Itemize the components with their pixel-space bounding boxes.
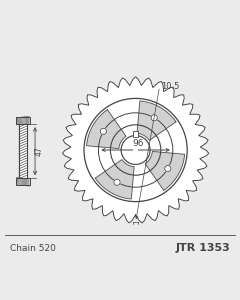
Circle shape — [165, 166, 171, 172]
Circle shape — [121, 136, 150, 164]
Polygon shape — [145, 152, 185, 190]
Text: 10.5: 10.5 — [161, 82, 179, 91]
Circle shape — [114, 179, 120, 185]
Bar — [16, 178, 30, 185]
Text: 47: 47 — [35, 146, 44, 156]
Polygon shape — [137, 101, 176, 140]
Text: Chain 520: Chain 520 — [10, 244, 55, 253]
Polygon shape — [62, 77, 209, 223]
Circle shape — [151, 115, 157, 121]
Circle shape — [100, 128, 107, 134]
Polygon shape — [95, 160, 134, 199]
Polygon shape — [87, 110, 126, 148]
Text: 96: 96 — [132, 139, 144, 148]
Circle shape — [84, 98, 187, 202]
Text: JTR 1353: JTR 1353 — [176, 243, 230, 254]
Bar — [133, 131, 138, 137]
Bar — [16, 117, 30, 124]
Bar — [19, 124, 27, 178]
